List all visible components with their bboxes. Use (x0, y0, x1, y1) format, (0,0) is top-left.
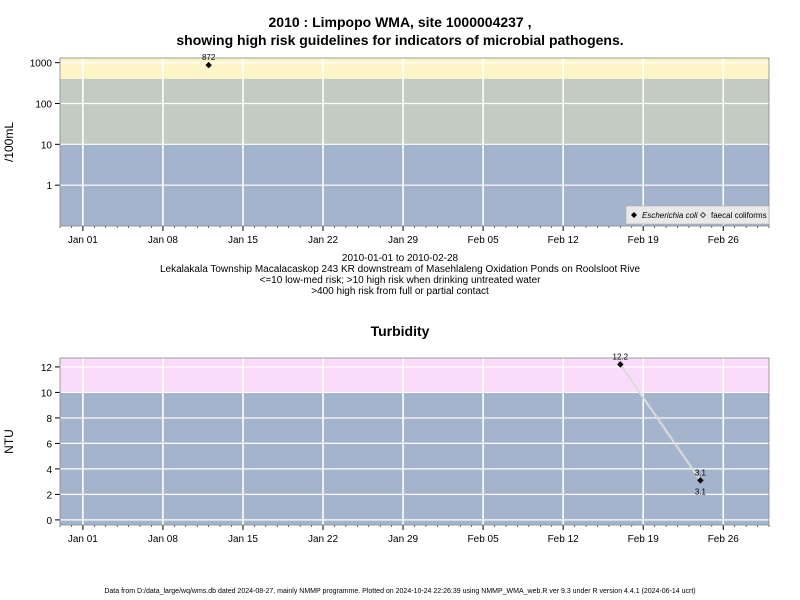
y-tick-label: 1000 (30, 59, 53, 70)
data-point (617, 361, 624, 368)
x-tick-label: Jan 08 (148, 534, 178, 545)
band-2 (60, 58, 769, 79)
legend-marker-faecal (700, 212, 706, 218)
x-tick-label: Jan 15 (228, 235, 258, 246)
x-tick-label: Jan 01 (68, 534, 98, 545)
x-tick-label: Feb 26 (708, 235, 740, 246)
x-tick-label: Jan 22 (308, 235, 338, 246)
data-point (205, 61, 212, 69)
chart-0: Jan 01 Jan 08 Jan 15 Jan 22 Jan 29 Feb 05 Feb … (2, 53, 770, 246)
x-tick-label: Feb 12 (548, 235, 580, 246)
plot-frame (59, 357, 770, 526)
x-tick-label: Jan 29 (388, 534, 418, 545)
y-tick-label: 10 (41, 140, 53, 151)
x-tick-label: Jan 08 (148, 235, 178, 246)
chart-1: Jan 01 Jan 08 Jan 15 Jan 22 Jan 29 Feb 05 Feb … (2, 352, 770, 545)
data-point (697, 477, 704, 484)
x-tick-label: Jan 22 (308, 534, 338, 545)
x-tick-label: Feb 05 (468, 534, 500, 545)
caption-date-range: 2010-01-01 to 2010-02-28 (341, 253, 459, 264)
y-tick-label: 0 (46, 516, 52, 527)
y-tick-label: 2 (46, 490, 52, 501)
x-tick-label: Jan 29 (388, 235, 418, 246)
legend: Escherichia coli faecal coliforms (625, 205, 770, 225)
legend-label-faecal: faecal coliforms (711, 211, 767, 220)
caption-site-description: Lekalakala Township Macalacaskop 243 KR … (159, 264, 641, 275)
data-label-below: 3.1 (695, 487, 707, 496)
legend-marker-ecoli (631, 212, 637, 218)
caption-risk-contact: >400 high risk from full or partial cont… (311, 286, 489, 297)
x-tick-label: Feb 12 (548, 534, 580, 545)
caption-risk-drinking: <=10 low-med risk; >10 high risk when dr… (259, 275, 541, 286)
y-tick-label: 10 (41, 388, 53, 399)
band-1 (60, 78, 769, 145)
data-label: 3.1 (695, 468, 707, 477)
data-label: 12.2 (613, 352, 629, 361)
legend-box (625, 205, 770, 225)
turbidity-title: Turbidity (370, 323, 430, 339)
y-tick-label: 100 (35, 99, 52, 110)
chart-title-line1: 2010 : Limpopo WMA, site 1000004237 , (268, 14, 532, 30)
y-tick-label: 4 (46, 465, 52, 476)
y-tick-label: 6 (46, 439, 52, 450)
chart-title-line2: showing high risk guidelines for indicat… (176, 32, 624, 48)
y-axis-label: /100mL (2, 122, 16, 162)
band-0 (60, 392, 769, 525)
y-tick-label: 12 (41, 363, 53, 374)
y-tick-label: 8 (46, 414, 52, 425)
x-tick-label: Jan 15 (228, 534, 258, 545)
footer-note: Data from D:/data_large/wq/wms.db dated … (104, 588, 696, 595)
y-axis-label: NTU (2, 429, 16, 454)
x-tick-label: Feb 26 (708, 534, 740, 545)
legend-label-ecoli: Escherichia coli (642, 211, 698, 220)
data-label: 872 (202, 53, 216, 62)
x-tick-label: Feb 19 (628, 534, 660, 545)
y-tick-label: 1 (46, 181, 52, 192)
x-tick-label: Feb 05 (468, 235, 500, 246)
band-1 (60, 358, 769, 393)
series-line-inner (619, 364, 701, 481)
plot-frame (59, 57, 770, 227)
x-tick-label: Feb 19 (628, 235, 660, 246)
x-tick-label: Jan 01 (68, 235, 98, 246)
